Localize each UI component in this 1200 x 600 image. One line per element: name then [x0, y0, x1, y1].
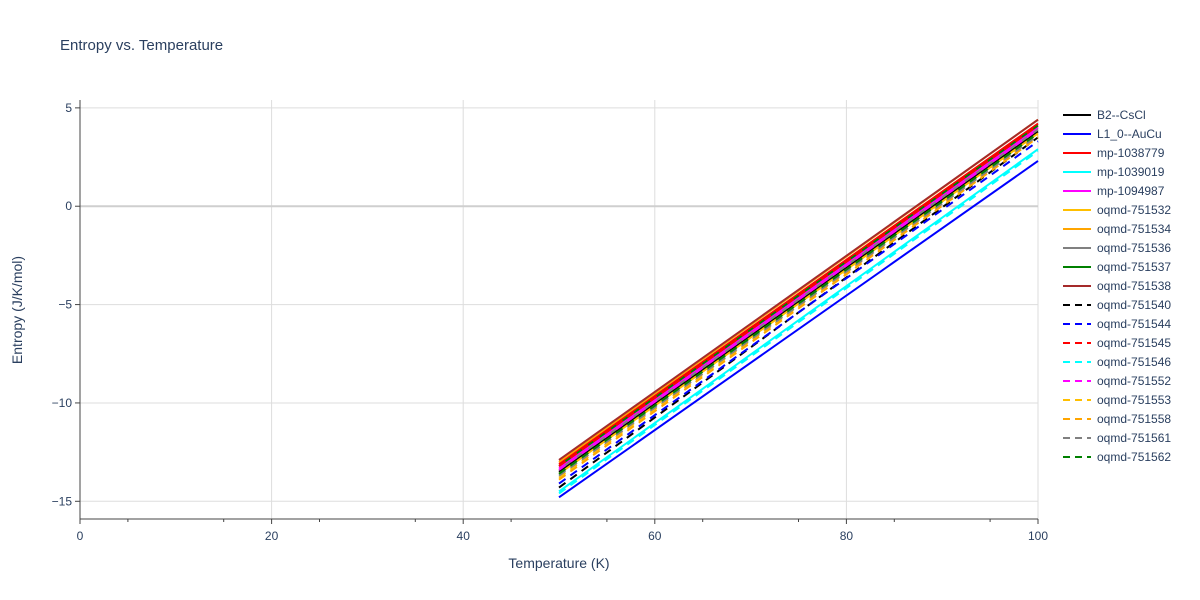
series-line-oqmd-751558 [558, 136, 1039, 481]
legend-label: B2--CsCl [1097, 108, 1146, 122]
series-line-oqmd-751536 [558, 128, 1039, 471]
x-tick-label: 40 [457, 529, 471, 543]
legend-label: oqmd-751545 [1097, 336, 1171, 350]
legend-label: oqmd-751558 [1097, 412, 1171, 426]
x-tick-label: 60 [648, 529, 662, 543]
series-line-oqmd-751538 [558, 118, 1039, 461]
x-tick-label: 20 [265, 529, 279, 543]
grid [80, 100, 1039, 519]
legend: B2--CsCl L1_0--AuCu mp-1038779 mp-1039019 mp… [1063, 108, 1171, 464]
x-tick-label: 0 [77, 529, 84, 543]
x-tick-label: 100 [1028, 529, 1048, 543]
chart-title: Entropy vs. Temperature [60, 37, 223, 54]
legend-label: mp-1094987 [1097, 184, 1165, 198]
x-tick-label: 80 [840, 529, 854, 543]
y-tick-label: −5 [58, 298, 72, 312]
series-line-oqmd-751532 [558, 132, 1039, 475]
series-line-oqmd-751553 [558, 134, 1039, 479]
legend-label: oqmd-751562 [1097, 450, 1171, 464]
y-tick-label: −15 [52, 494, 73, 508]
legend-label: oqmd-751546 [1097, 355, 1171, 369]
series-line-oqmd-751537 [558, 124, 1039, 467]
series-line-mp-1094987 [558, 126, 1039, 469]
legend-label: oqmd-751534 [1097, 222, 1171, 236]
x-axis-title: Temperature (K) [508, 555, 609, 571]
legend-label: oqmd-751544 [1097, 317, 1171, 331]
series-line-mp-1038779 [558, 122, 1039, 465]
legend-label: oqmd-751553 [1097, 393, 1171, 407]
legend-label: oqmd-751552 [1097, 374, 1171, 388]
tick-labels: 0 20 40 60 80 100 −15 −10 −5 0 5 [52, 101, 1049, 543]
plot-area [558, 118, 1039, 499]
legend-label: oqmd-751561 [1097, 431, 1171, 445]
legend-label: mp-1038779 [1097, 146, 1165, 160]
series-line-mp-1039019 [558, 148, 1039, 493]
axes [75, 100, 1039, 524]
legend-label: L1_0--AuCu [1097, 127, 1162, 141]
legend-label: oqmd-751537 [1097, 260, 1171, 274]
legend-label: oqmd-751532 [1097, 203, 1171, 217]
series-line-oqmd-751544 [558, 140, 1039, 485]
series-line-B2--CsCl [558, 130, 1039, 473]
series-line-L1_0--AuCu [558, 160, 1039, 499]
legend-label: mp-1039019 [1097, 165, 1165, 179]
y-tick-label: 0 [65, 199, 72, 213]
y-axis-title: Entropy (J/K/mol) [9, 256, 25, 364]
legend-label: oqmd-751540 [1097, 298, 1171, 312]
legend-label: oqmd-751536 [1097, 241, 1171, 255]
series-line-oqmd-751546 [558, 150, 1039, 495]
legend-label: oqmd-751538 [1097, 279, 1171, 293]
y-tick-label: −10 [52, 396, 73, 410]
y-tick-label: 5 [65, 101, 72, 115]
